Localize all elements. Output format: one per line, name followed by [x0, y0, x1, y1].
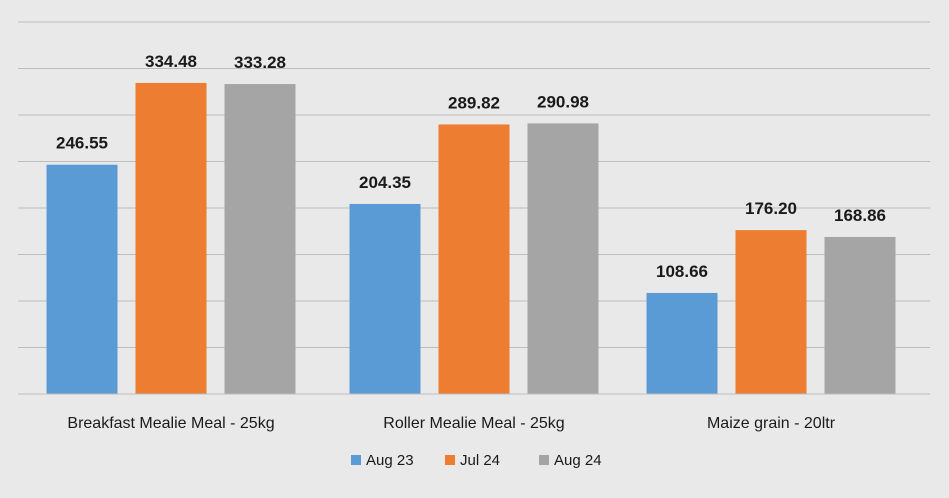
legend-swatch — [445, 455, 455, 465]
data-label: 289.82 — [448, 93, 500, 112]
legend-label: Aug 23 — [366, 452, 414, 469]
category-label: Maize grain - 20ltr — [707, 415, 836, 432]
legend-item: Jul 24 — [445, 452, 500, 469]
data-label: 290.98 — [537, 92, 589, 111]
legend-item: Aug 24 — [539, 452, 602, 469]
legend: Aug 23 Jul 24 Aug 24 — [351, 452, 602, 469]
legend-label: Aug 24 — [554, 452, 602, 469]
data-label: 168.86 — [834, 206, 886, 225]
bar — [46, 164, 118, 394]
bar — [135, 82, 207, 395]
category-label: Breakfast Mealie Meal - 25kg — [67, 415, 274, 432]
bar — [438, 124, 510, 394]
data-label: 108.66 — [656, 262, 708, 281]
data-label: 204.35 — [359, 173, 411, 192]
data-label: 334.48 — [145, 52, 197, 71]
bar — [224, 84, 296, 395]
data-label: 246.55 — [56, 134, 108, 153]
bar — [646, 292, 718, 394]
data-label: 176.20 — [745, 199, 797, 218]
bar — [824, 236, 896, 394]
bars — [46, 82, 896, 395]
bar — [527, 123, 599, 394]
legend-item: Aug 23 — [351, 452, 414, 469]
bar — [349, 203, 421, 394]
legend-label: Jul 24 — [460, 452, 500, 469]
legend-swatch — [351, 455, 361, 465]
data-label: 333.28 — [234, 53, 286, 72]
category-label: Roller Mealie Meal - 25kg — [383, 415, 564, 432]
legend-swatch — [539, 455, 549, 465]
data-labels: 246.55 334.48 333.28 204.35 289.82 290.98 108.… — [56, 52, 886, 281]
bar — [735, 230, 807, 394]
